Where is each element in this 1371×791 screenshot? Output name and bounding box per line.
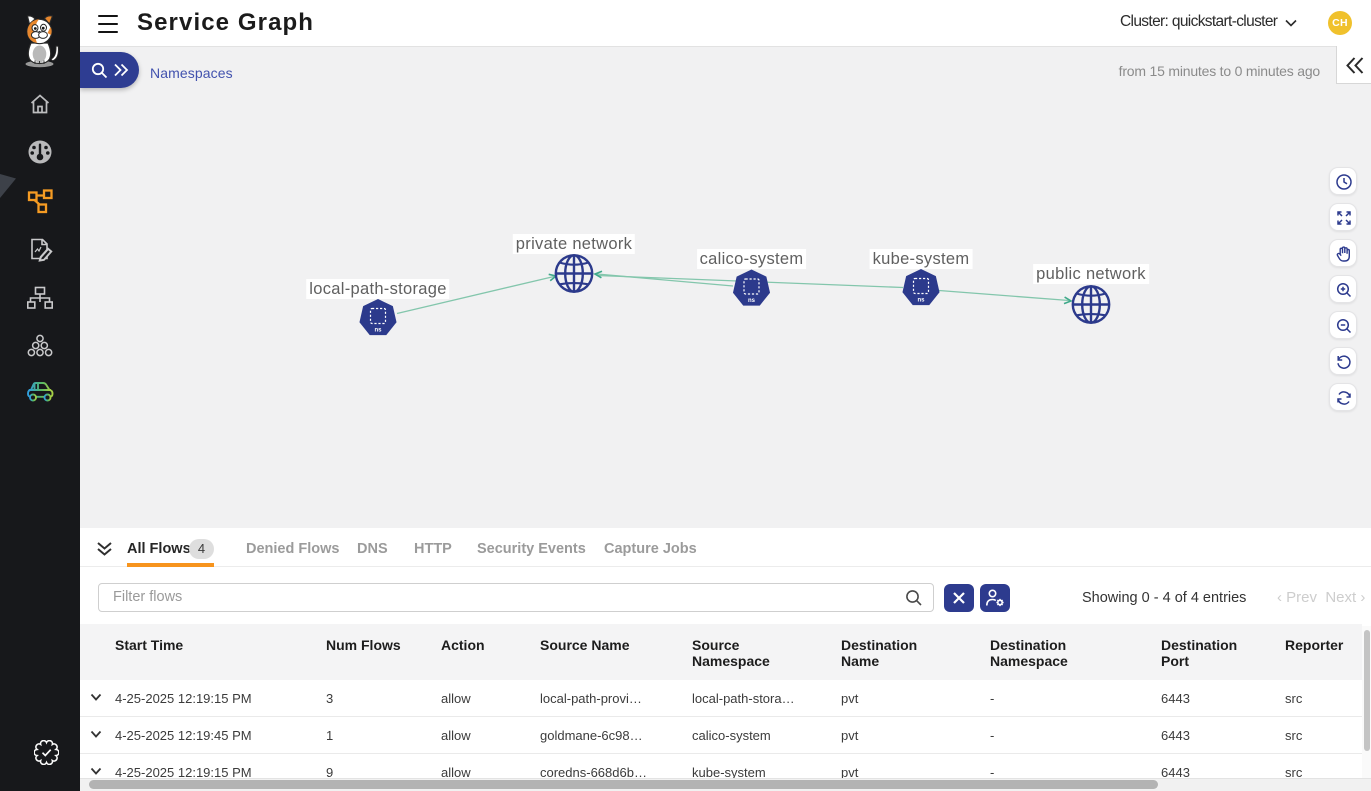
- svg-text:ns: ns: [374, 328, 382, 334]
